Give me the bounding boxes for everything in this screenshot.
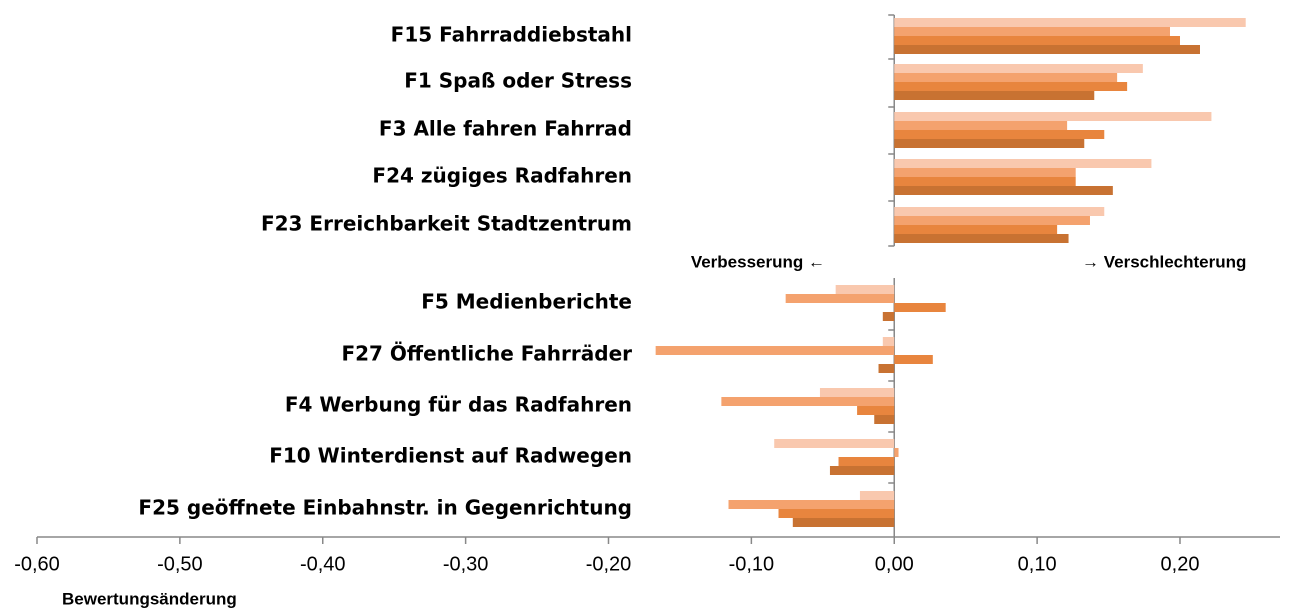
bar	[894, 112, 1212, 121]
bar	[894, 234, 1069, 243]
bar	[655, 346, 895, 355]
bar	[894, 73, 1118, 82]
bar	[894, 45, 1200, 54]
x-tick-label: -0,60	[14, 553, 60, 575]
x-tick-label: -0,10	[729, 553, 775, 575]
bar	[894, 216, 1090, 225]
category-label: F10 Winterdienst auf Radwegen	[269, 444, 632, 468]
category-label: F27 Öffentliche Fahrräder	[341, 342, 632, 366]
category-label: F23 Erreichbarkeit Stadtzentrum	[261, 212, 632, 236]
bar	[894, 130, 1105, 139]
bar	[882, 337, 895, 346]
bar	[894, 186, 1113, 195]
bar	[894, 27, 1170, 36]
bar	[728, 500, 895, 509]
bar	[819, 388, 895, 397]
bar	[894, 177, 1076, 186]
bar	[785, 294, 895, 303]
bar	[721, 397, 895, 406]
bar	[894, 448, 899, 457]
bar	[778, 509, 895, 518]
category-label: F4 Werbung für das Radfahren	[285, 393, 632, 417]
bar	[894, 303, 946, 312]
x-tick-label: -0,20	[586, 553, 632, 575]
bar	[894, 207, 1105, 216]
category-label: F15 Fahrraddiebstahl	[391, 23, 632, 47]
bar	[894, 91, 1095, 100]
bar	[878, 364, 895, 373]
annotation: → Verschlechterung	[1082, 252, 1246, 271]
bar	[874, 415, 895, 424]
bar	[835, 285, 895, 294]
annotation: Verbesserung ←	[691, 252, 825, 271]
bar	[829, 466, 895, 475]
bar	[894, 82, 1128, 91]
bar	[894, 168, 1076, 177]
bar	[882, 312, 895, 321]
bar	[894, 64, 1143, 73]
bar	[894, 225, 1058, 234]
bar	[894, 121, 1068, 130]
x-axis-label: Bewertungsänderung	[62, 589, 237, 608]
bar	[792, 518, 895, 527]
x-tick-label: 0,10	[1018, 553, 1057, 575]
x-tick-label: -0,50	[157, 553, 203, 575]
x-tick-label: 0,20	[1161, 553, 1200, 575]
bar	[894, 355, 933, 364]
bar	[859, 491, 895, 500]
bar	[857, 406, 895, 415]
category-label: F1 Spaß oder Stress	[404, 69, 632, 93]
bar	[894, 139, 1085, 148]
bar	[894, 18, 1246, 27]
bar	[774, 439, 895, 448]
bar	[894, 36, 1180, 45]
bar	[894, 159, 1152, 168]
x-tick-label: -0,40	[300, 553, 346, 575]
category-label: F3 Alle fahren Fahrrad	[379, 117, 632, 141]
x-tick-label: -0,30	[443, 553, 489, 575]
category-label: F24 zügiges Radfahren	[372, 164, 632, 188]
bar	[838, 457, 895, 466]
category-label: F25 geöffnete Einbahnstr. in Gegenrichtu…	[138, 496, 632, 520]
x-tick-label: 0,00	[875, 553, 914, 575]
category-label: F5 Medienberichte	[421, 290, 632, 314]
